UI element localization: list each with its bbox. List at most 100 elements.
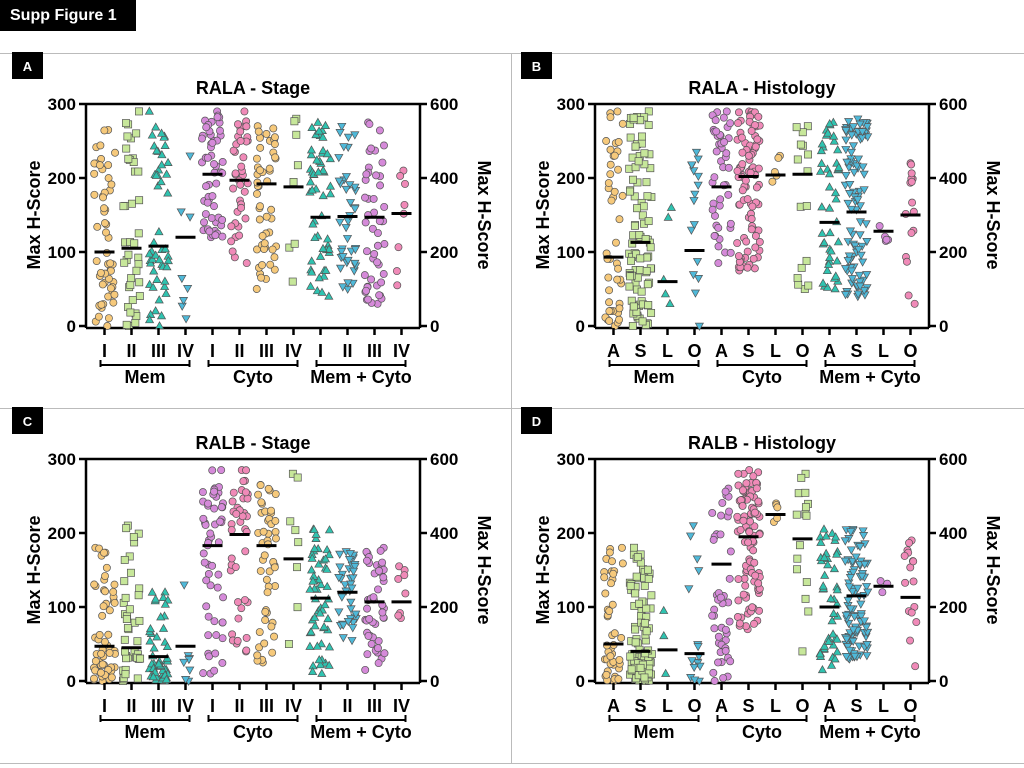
data-point bbox=[211, 231, 220, 240]
data-point bbox=[95, 630, 104, 639]
data-point bbox=[350, 246, 360, 255]
data-point bbox=[337, 593, 347, 602]
data-point bbox=[110, 598, 119, 607]
data-points-cyto-s bbox=[733, 466, 764, 634]
data-points-mem-cyto-iv bbox=[392, 166, 409, 290]
data-point bbox=[203, 153, 212, 162]
y-tick-label: 100 bbox=[557, 598, 585, 617]
data-point bbox=[252, 154, 261, 163]
data-point bbox=[261, 616, 270, 625]
data-point bbox=[618, 543, 626, 552]
data-point bbox=[795, 541, 804, 550]
y-axis-title: Max H-Score bbox=[533, 515, 553, 624]
data-point bbox=[613, 275, 622, 284]
data-point bbox=[739, 516, 748, 525]
group-label: Cyto bbox=[742, 367, 782, 387]
data-points-cyto-i bbox=[198, 466, 228, 678]
data-point bbox=[685, 532, 696, 541]
data-point bbox=[286, 517, 295, 526]
data-point bbox=[324, 244, 334, 253]
data-point bbox=[320, 554, 331, 563]
data-point bbox=[644, 107, 653, 116]
data-point bbox=[755, 238, 764, 246]
data-point bbox=[233, 636, 242, 645]
data-point bbox=[162, 641, 172, 651]
data-point bbox=[746, 517, 754, 526]
data-point bbox=[157, 150, 167, 159]
data-point bbox=[690, 190, 700, 199]
data-point bbox=[98, 280, 107, 289]
data-point bbox=[751, 571, 760, 580]
data-point bbox=[309, 524, 319, 534]
data-point bbox=[863, 588, 873, 597]
x-tick-label: IV bbox=[177, 341, 194, 361]
data-point bbox=[96, 668, 105, 677]
data-point bbox=[819, 237, 829, 246]
x-tick-label: A bbox=[715, 341, 728, 361]
data-point bbox=[200, 558, 209, 567]
data-point bbox=[181, 676, 191, 685]
data-point bbox=[257, 273, 266, 282]
data-point bbox=[156, 128, 167, 137]
data-point bbox=[684, 585, 694, 594]
data-point bbox=[365, 615, 374, 623]
data-point bbox=[739, 486, 747, 495]
data-point bbox=[856, 251, 866, 260]
data-point bbox=[844, 252, 854, 261]
group-label: Mem bbox=[124, 367, 165, 387]
data-point bbox=[842, 635, 852, 644]
data-point bbox=[163, 255, 173, 265]
x-tick-label: IV bbox=[285, 341, 302, 361]
data-point bbox=[711, 116, 720, 125]
data-point bbox=[855, 120, 865, 129]
data-point bbox=[341, 173, 351, 182]
data-point bbox=[210, 487, 219, 496]
data-point bbox=[380, 141, 388, 150]
data-point bbox=[145, 623, 156, 633]
data-point bbox=[92, 257, 101, 265]
x-tick-label: I bbox=[210, 341, 215, 361]
data-point bbox=[305, 177, 316, 186]
data-point bbox=[315, 251, 326, 260]
data-point bbox=[748, 202, 757, 211]
data-point bbox=[258, 232, 267, 240]
data-point bbox=[234, 614, 243, 623]
data-point bbox=[642, 178, 651, 187]
data-point bbox=[148, 672, 158, 681]
data-point bbox=[361, 665, 370, 674]
data-point bbox=[313, 117, 323, 126]
data-point bbox=[845, 574, 856, 583]
data-point bbox=[314, 126, 324, 135]
data-point bbox=[132, 266, 141, 275]
data-point bbox=[612, 238, 620, 247]
y-tick-label: 200 bbox=[557, 169, 585, 188]
data-point bbox=[377, 278, 386, 287]
data-point bbox=[126, 308, 135, 317]
data-point bbox=[241, 547, 250, 556]
data-point bbox=[855, 202, 865, 211]
data-point bbox=[909, 577, 918, 586]
data-point bbox=[725, 574, 734, 583]
data-point bbox=[100, 204, 108, 213]
data-point bbox=[236, 180, 245, 189]
data-point bbox=[157, 160, 167, 169]
data-point bbox=[149, 266, 159, 275]
data-point bbox=[380, 649, 389, 658]
data-point bbox=[907, 228, 916, 237]
data-point bbox=[754, 579, 763, 588]
data-point bbox=[855, 278, 865, 287]
x-tick-label: II bbox=[342, 341, 352, 361]
data-point bbox=[848, 626, 858, 635]
data-point bbox=[318, 132, 328, 141]
data-point bbox=[816, 145, 827, 155]
data-point bbox=[305, 641, 315, 650]
x-tick-label: I bbox=[318, 341, 323, 361]
data-point bbox=[395, 562, 404, 571]
data-point bbox=[906, 636, 915, 645]
data-point bbox=[394, 575, 403, 583]
data-point bbox=[234, 120, 242, 129]
data-point bbox=[600, 573, 609, 582]
data-point bbox=[335, 129, 345, 138]
data-point bbox=[93, 222, 102, 231]
data-point bbox=[721, 646, 730, 655]
